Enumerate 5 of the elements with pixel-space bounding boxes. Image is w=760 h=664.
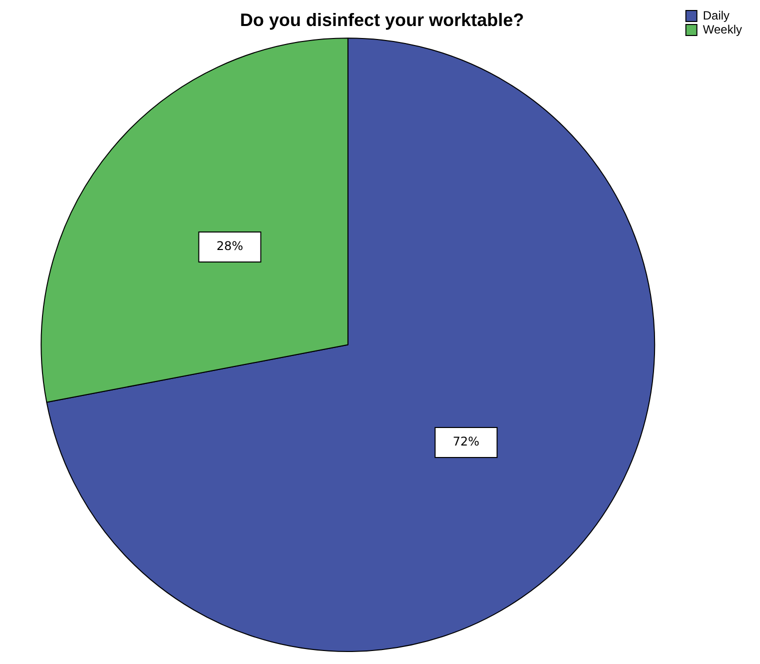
chart-title: Do you disinfect your worktable?: [240, 10, 524, 30]
data-label: 72%: [452, 434, 480, 449]
data-label: 28%: [216, 239, 244, 254]
legend-label: Weekly: [702, 22, 742, 36]
legend-label: Daily: [702, 8, 730, 22]
